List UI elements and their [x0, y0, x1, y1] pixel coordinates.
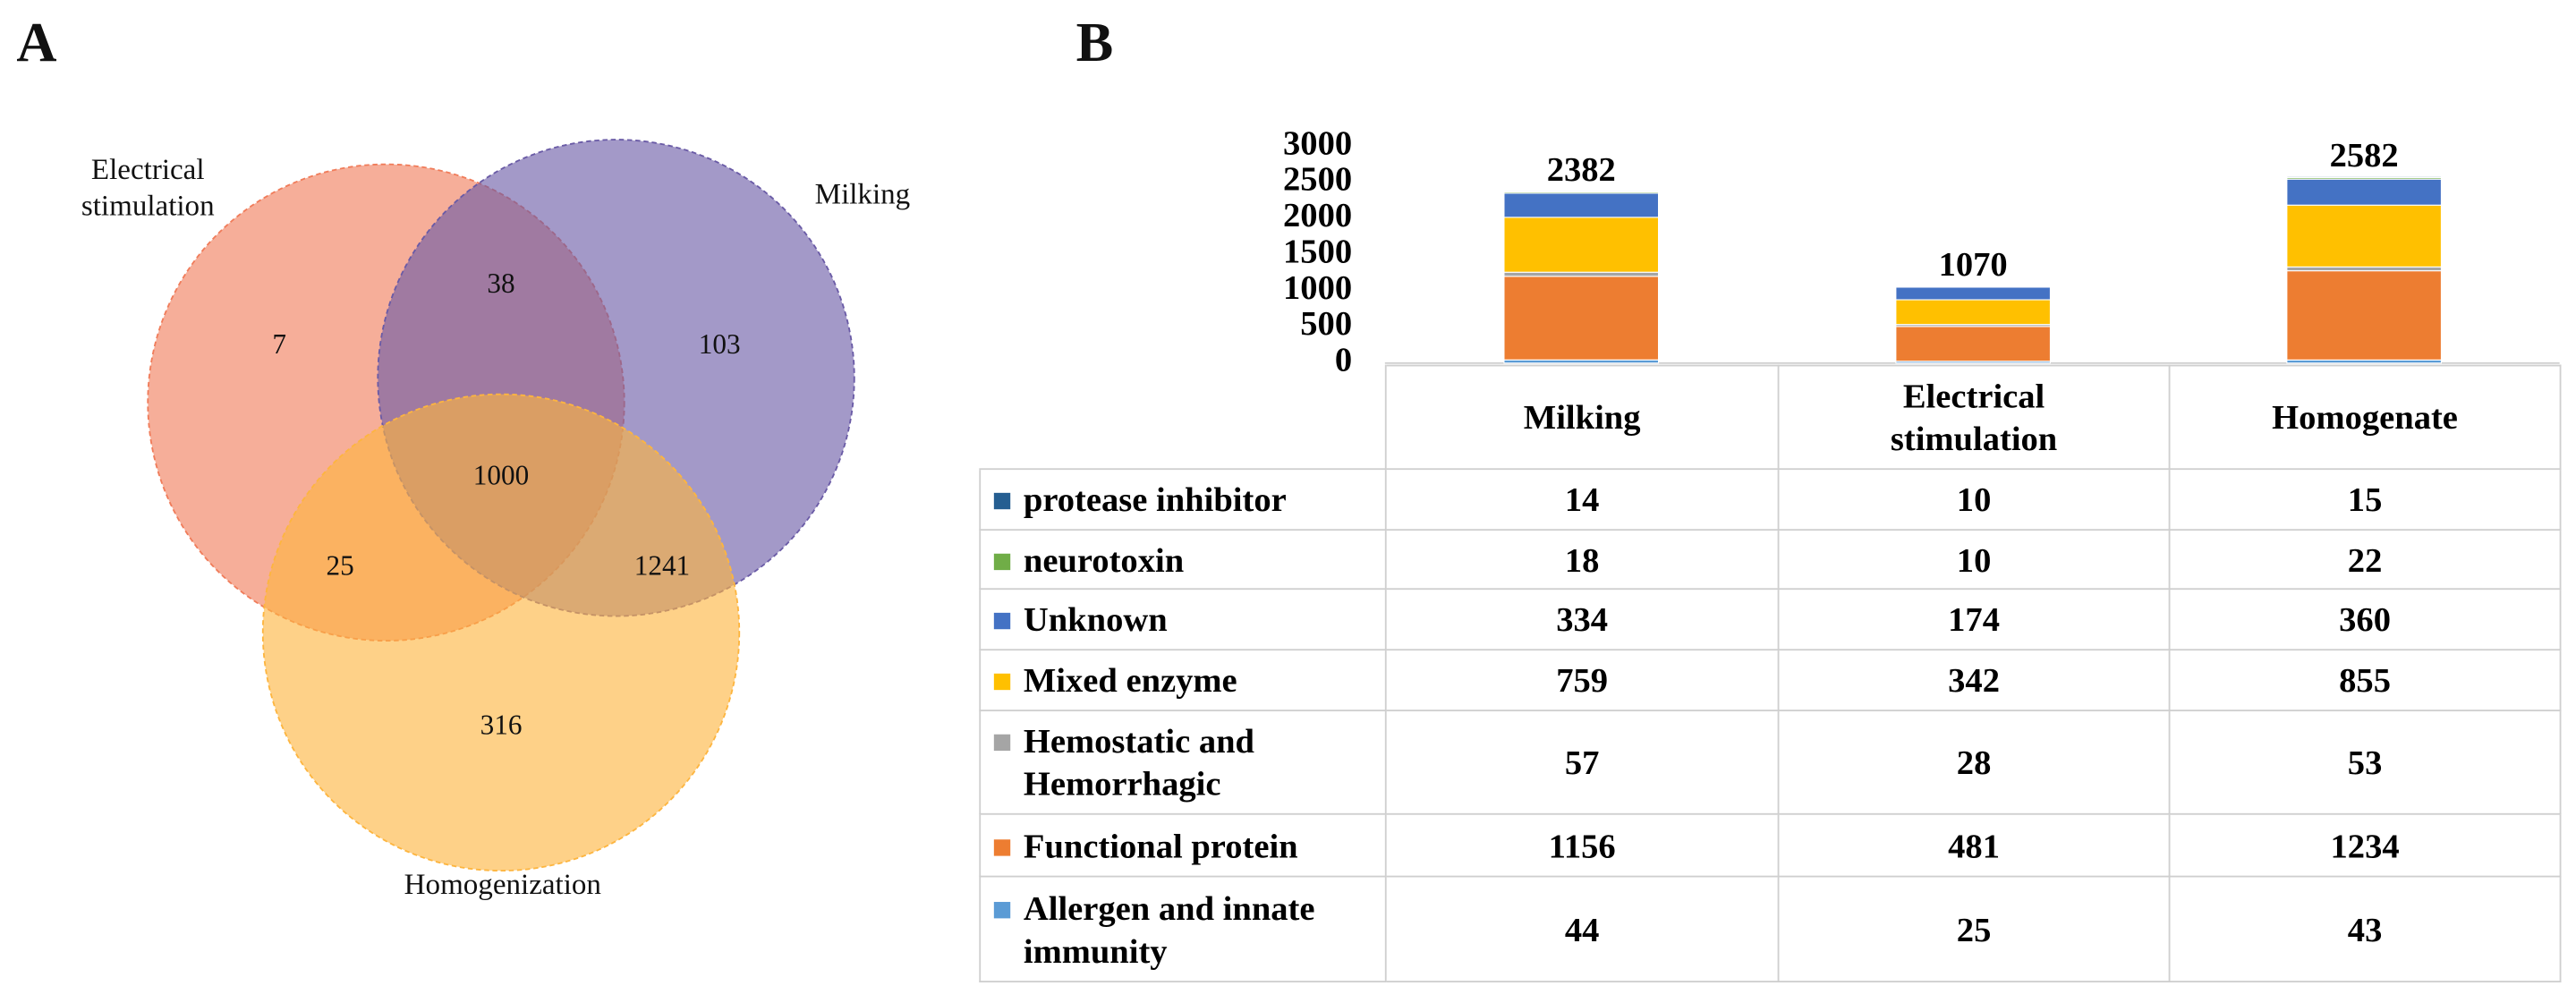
table-value: 1234: [2168, 812, 2562, 878]
bar-segment: [1503, 192, 1660, 218]
data-row: neurotoxin 18 10 22: [979, 529, 2562, 591]
table-value: 25: [1777, 875, 2171, 982]
venn-set-label: Homogenization: [404, 867, 601, 901]
legend-label: neurotoxin: [1023, 540, 1185, 580]
table-value: 44: [1384, 875, 1780, 982]
legend-entry: Allergen and innate immunity: [979, 875, 1387, 982]
legend-entry: Mixed enzyme: [979, 649, 1387, 712]
legend-entry: neurotoxin: [979, 529, 1387, 591]
data-row: Functional protein 1156 481 1234: [979, 812, 2562, 878]
legend-swatch: [993, 901, 1011, 918]
bar-segment: [1895, 299, 2052, 326]
table-value: 855: [2168, 649, 2562, 712]
blank-cell: [980, 365, 1387, 471]
table-value: 334: [1384, 588, 1780, 651]
y-tick-label: 500: [1300, 305, 1352, 343]
y-tick-label: 2000: [1283, 197, 1352, 234]
legend-swatch: [993, 612, 1011, 630]
total-label: 2382: [1547, 151, 1616, 189]
y-tick-label: 1500: [1283, 233, 1352, 270]
venn-set-label: Electrical stimulation: [81, 152, 215, 222]
venn-set: [261, 393, 741, 872]
column-header: Homogenate: [2168, 364, 2562, 471]
table-value: 14: [1384, 468, 1780, 531]
legend-label: Unknown: [1023, 599, 1168, 640]
panel-label: A: [16, 13, 57, 74]
table-value: 15: [2168, 468, 2562, 531]
legend-label: Hemostatic and Hemorrhagic: [1023, 721, 1255, 803]
total-label: 2582: [2330, 137, 2399, 174]
total-label: 1070: [1939, 246, 2008, 284]
data-row: Mixed enzyme 759 342 855: [979, 649, 2562, 712]
table-value: 10: [1777, 529, 2171, 591]
data-row: protease inhibitor 14 10 15: [979, 468, 2562, 531]
venn-region-count: 1241: [633, 550, 691, 582]
table-value: 43: [2168, 875, 2562, 982]
venn-region-count: 25: [326, 550, 354, 582]
bar-segment: [2286, 270, 2442, 361]
table-value: 57: [1384, 710, 1780, 815]
legend-entry: protease inhibitor: [979, 468, 1387, 531]
bar-segment: [1503, 271, 1660, 277]
bar-segment: [1895, 285, 2052, 287]
legend-entry: Functional protein: [979, 812, 1387, 878]
legend-swatch: [993, 673, 1011, 691]
table-value: 53: [2168, 710, 2562, 815]
table-value: 18: [1384, 529, 1780, 591]
legend-label: Functional protein: [1023, 825, 1298, 865]
venn-region-count: 7: [272, 328, 286, 361]
bar-segment: [2286, 204, 2442, 268]
venn-set-label: Milking: [814, 177, 911, 211]
table-value: 1156: [1384, 812, 1780, 878]
table-value: 360: [2168, 588, 2562, 651]
legend-entry: Hemostatic and Hemorrhagic: [979, 710, 1387, 815]
legend-label: Allergen and innate immunity: [1023, 888, 1315, 971]
y-tick-label: 3000: [1283, 124, 1352, 162]
legend-swatch: [993, 734, 1011, 752]
legend-swatch: [993, 492, 1011, 510]
legend-label: protease inhibitor: [1023, 480, 1287, 520]
column-header: Milking: [1384, 364, 1780, 471]
venn-region-count: 316: [480, 710, 523, 742]
venn-region-count: 38: [487, 268, 515, 300]
legend-entry: Unknown: [979, 588, 1387, 651]
bar-segment: [2286, 175, 2442, 178]
data-row: Unknown 334 174 360: [979, 588, 2562, 651]
table-value: 174: [1777, 588, 2171, 651]
header-row: Milking Electrical stimulation Homogenate: [980, 364, 2562, 471]
table-value: 28: [1777, 710, 2171, 815]
venn-region-count: 103: [698, 328, 741, 361]
bar-segment: [1895, 286, 2052, 301]
table-value: 10: [1777, 468, 2171, 531]
bar-segment: [1895, 326, 2052, 362]
table-value: 22: [2168, 529, 2562, 591]
panel-label: B: [1075, 13, 1114, 74]
table-value: 342: [1777, 649, 2171, 712]
table-value: 759: [1384, 649, 1780, 712]
venn-region-count: 1000: [472, 460, 530, 491]
y-tick-label: 2500: [1283, 161, 1352, 199]
legend-label: Mixed enzyme: [1023, 660, 1237, 701]
legend-swatch: [993, 838, 1011, 855]
bar-segment: [2286, 178, 2442, 206]
data-row: Hemostatic and Hemorrhagic 57 28 53: [979, 710, 2562, 815]
legend-swatch: [993, 552, 1011, 570]
bar-segment: [1503, 217, 1660, 273]
data-table: Milking Electrical stimulation Homogenate p…: [979, 364, 2562, 982]
table-value: 481: [1777, 812, 2171, 878]
bar-segment: [2286, 266, 2442, 272]
y-tick-label: 1000: [1283, 269, 1352, 307]
data-row: Allergen and innate immunity 44 25 43: [979, 875, 2562, 982]
column-header: Electrical stimulation: [1777, 364, 2171, 471]
bar-segment: [1503, 276, 1660, 361]
